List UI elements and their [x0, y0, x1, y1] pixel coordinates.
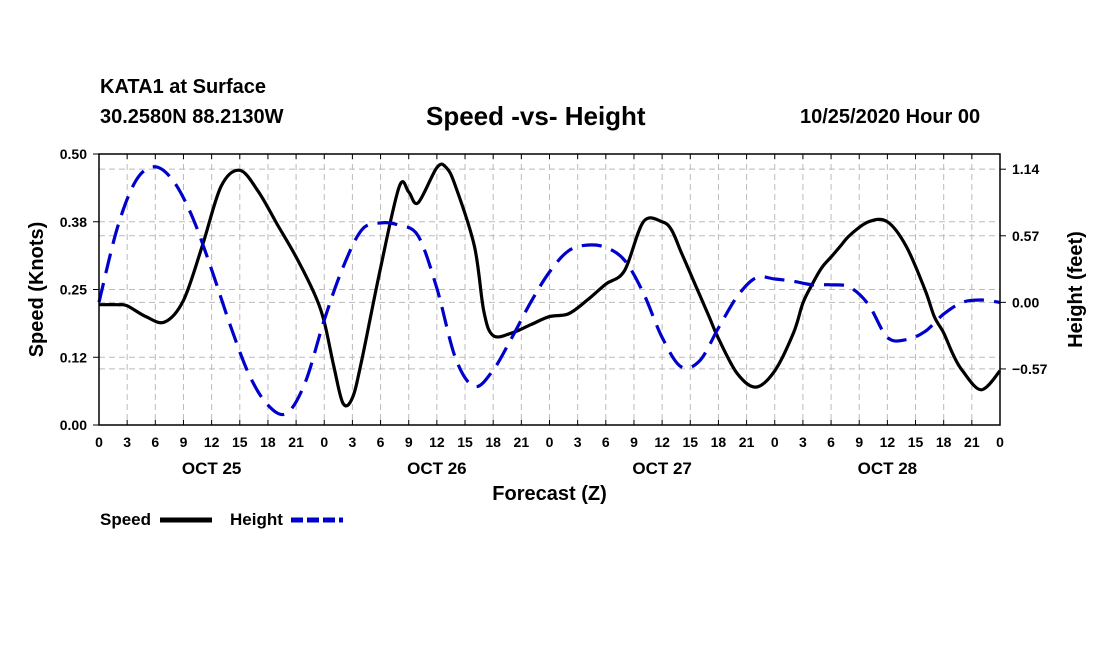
x-tick-label: 15 [682, 434, 698, 450]
x-tick-label: 18 [260, 434, 276, 450]
x-tick-label: 15 [908, 434, 924, 450]
x-tick-label: 21 [964, 434, 980, 450]
legend: Speed Height [100, 510, 343, 529]
x-tick-label: 9 [855, 434, 863, 450]
day-label: OCT 25 [182, 459, 242, 478]
right-y-tick-label: 1.14 [1012, 161, 1039, 177]
x-tick-label: 3 [349, 434, 357, 450]
station-label: KATA1 at Surface [100, 76, 266, 98]
x-tick-label: 6 [827, 434, 835, 450]
x-tick-label: 6 [377, 434, 385, 450]
left-y-axis-label: Speed (Knots) [26, 222, 48, 358]
left-y-tick-label: 0.12 [60, 349, 87, 365]
right-y-tick-label: −0.57 [1012, 361, 1048, 377]
x-tick-label: 12 [880, 434, 896, 450]
x-tick-label: 15 [232, 434, 248, 450]
x-axis-label: Forecast (Z) [492, 483, 606, 505]
coordinates-label: 30.2580N 88.2130W [100, 106, 284, 128]
x-tick-label: 21 [739, 434, 755, 450]
series-line-speed [98, 162, 1002, 408]
x-tick-label: 3 [574, 434, 582, 450]
x-tick-label: 21 [288, 434, 304, 450]
tick-layer: 0 3 6 9 12 15 18 21 0 3 6 9 12 15 18 21 0 3 6 9 12 15 18 21 0 3 6 9… [60, 146, 1048, 478]
x-tick-label: 0 [771, 434, 779, 450]
series-line-height [97, 165, 1001, 417]
x-tick-label: 12 [204, 434, 220, 450]
x-tick-label: 0 [546, 434, 554, 450]
left-y-tick-label: 0.50 [60, 146, 87, 162]
x-tick-label: 12 [429, 434, 445, 450]
x-tick-label: 0 [95, 434, 103, 450]
x-tick-label: 18 [711, 434, 727, 450]
left-y-tick-label: 0.38 [60, 214, 87, 230]
x-tick-label: 9 [405, 434, 413, 450]
x-tick-label: 9 [180, 434, 188, 450]
legend-height-label: Height [230, 510, 283, 529]
day-label: OCT 26 [407, 459, 467, 478]
x-tick-label: 9 [630, 434, 638, 450]
x-tick-label: 0 [996, 434, 1004, 450]
x-tick-label: 6 [151, 434, 159, 450]
day-label: OCT 28 [858, 459, 918, 478]
left-y-tick-label: 0.25 [60, 282, 87, 298]
x-tick-label: 3 [799, 434, 807, 450]
datetime-label: 10/25/2020 Hour 00 [800, 106, 981, 128]
x-tick-label: 6 [602, 434, 610, 450]
day-label: OCT 27 [632, 459, 692, 478]
series-layer [97, 162, 1002, 417]
legend-speed-label: Speed [100, 510, 151, 529]
x-tick-label: 21 [514, 434, 530, 450]
left-y-tick-label: 0.00 [60, 417, 87, 433]
chart-title: Speed -vs- Height [426, 101, 646, 131]
right-y-axis-label: Height (feet) [1065, 231, 1087, 348]
x-tick-label: 15 [457, 434, 473, 450]
x-tick-label: 12 [654, 434, 670, 450]
x-tick-label: 18 [485, 434, 501, 450]
x-tick-label: 3 [123, 434, 131, 450]
right-y-tick-label: 0.00 [1012, 294, 1039, 310]
x-tick-label: 18 [936, 434, 952, 450]
grid-lines [99, 154, 1000, 425]
x-tick-label: 0 [320, 434, 328, 450]
right-y-tick-label: 0.57 [1012, 228, 1039, 244]
